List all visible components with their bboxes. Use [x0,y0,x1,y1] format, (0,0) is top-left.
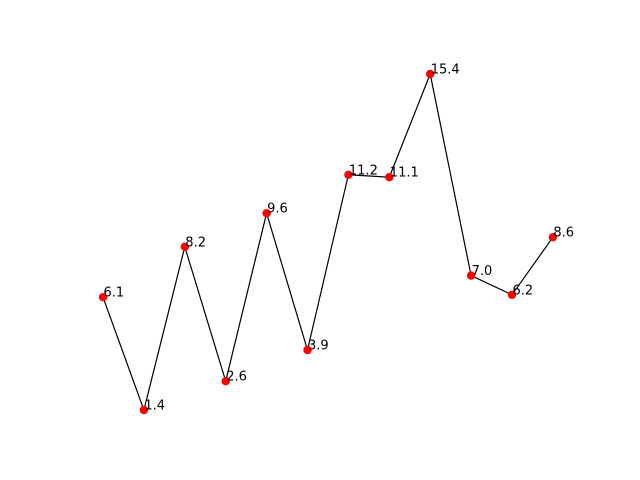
data-point [548,233,558,242]
data-label: 1.4 [144,399,165,414]
data-point [385,173,394,182]
data-label: 11.1 [390,166,419,181]
data-label: 11.2 [349,163,378,178]
data-point [262,209,271,218]
series-line [102,71,554,413]
data-label: 8.2 [185,235,206,250]
data-point [139,405,149,415]
data-point [426,69,435,79]
data-label-layer: 6.1 1.4 8.2 2.6 9.6 3.9 11.2 11.1 15.4 7.0 6.2 8.6 [104,63,575,414]
data-point [221,377,230,386]
data-label: 7.0 [472,264,493,279]
data-label: 6.2 [513,283,534,298]
data-point [466,271,476,280]
data-label: 15.4 [431,63,460,78]
data-label: 8.6 [553,226,574,241]
data-label: 9.6 [267,202,288,217]
data-label: 3.9 [308,339,329,354]
series-line-layer [102,71,554,413]
data-point [344,170,353,179]
data-point-layer [98,69,558,415]
data-point [303,345,312,355]
data-point [507,290,517,299]
data-point [98,293,108,302]
data-label: 6.1 [104,286,125,301]
data-label: 2.6 [226,370,247,385]
data-point [180,242,189,251]
